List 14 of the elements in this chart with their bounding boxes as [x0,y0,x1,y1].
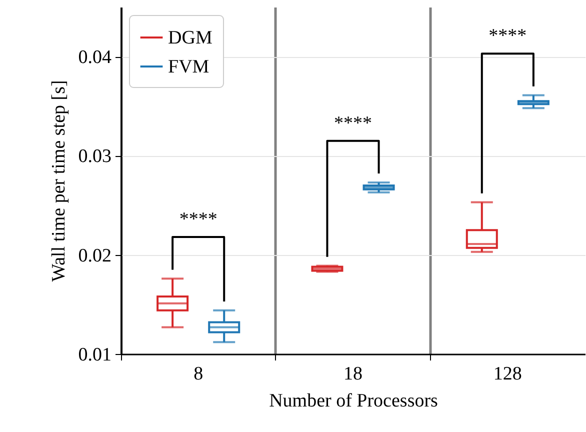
annotation: **** [334,112,372,134]
y-tick-label: 0.03 [78,146,112,168]
x-axis-title: Number of Processors [269,390,438,412]
legend-label: FVM [168,56,210,78]
y-axis-title: Wall time per time step [s] [48,80,70,282]
x-tick-label: 18 [344,364,362,384]
annotation: **** [488,26,527,47]
y-tick-label: 0.01 [78,344,112,366]
legend-label: DGM [168,28,212,48]
y-tick-label: 0.02 [78,245,112,266]
x-tick-label: 128 [493,364,522,384]
y-tick-label: 0.04 [78,47,112,68]
annotation: **** [179,209,218,230]
x-tick-label: 8 [194,364,204,384]
